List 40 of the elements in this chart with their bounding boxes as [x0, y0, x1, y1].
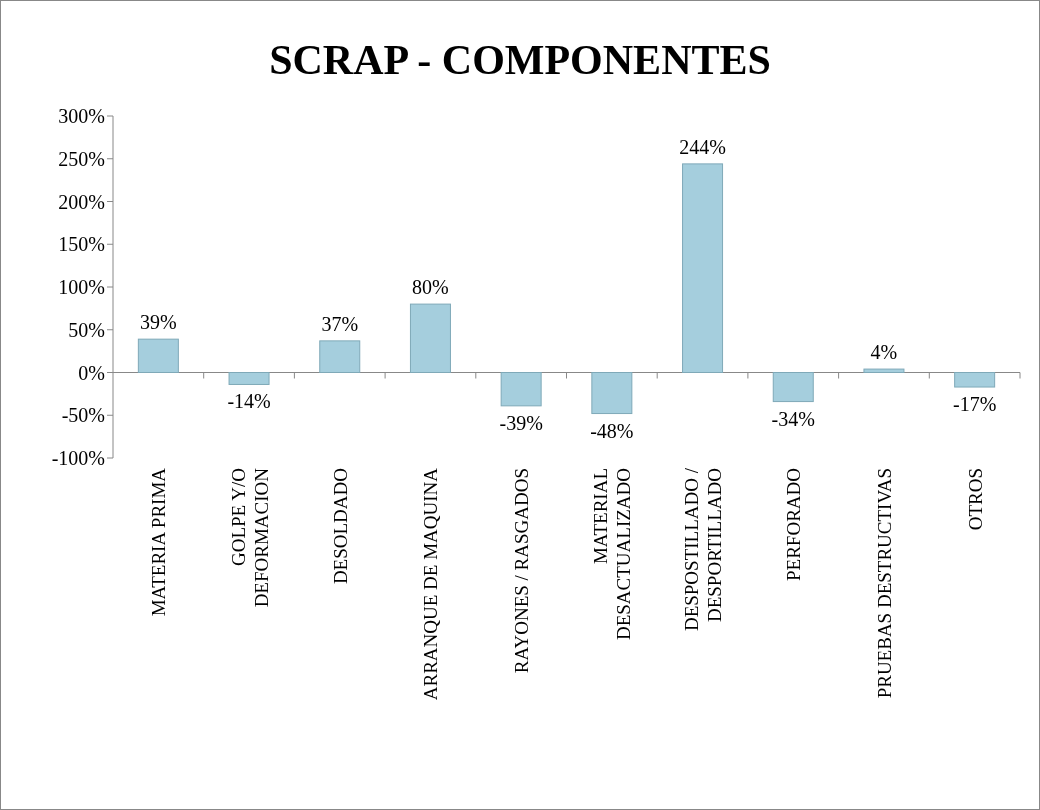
bar	[319, 340, 361, 373]
y-tick-label: 250%	[58, 147, 105, 170]
data-label: 80%	[412, 276, 449, 299]
y-tick-label: 150%	[58, 233, 105, 256]
data-label: 39%	[140, 311, 177, 334]
y-tick-label: 300%	[58, 105, 105, 127]
data-label: 37%	[321, 312, 359, 335]
y-tick-label: 0%	[78, 361, 105, 384]
bar	[863, 368, 905, 373]
data-label: -14%	[227, 390, 271, 413]
y-tick-label: -100%	[51, 447, 105, 469]
data-label: 4%	[870, 341, 898, 364]
data-label: -34%	[771, 407, 815, 430]
y-tick-label: 200%	[58, 190, 105, 213]
bar	[591, 372, 633, 415]
x-tick-label: RAYONES / RASGADOS	[511, 468, 533, 674]
y-tick-label: 100%	[58, 276, 105, 298]
bar	[772, 372, 814, 403]
data-label: -48%	[590, 419, 634, 442]
x-tick-label: DESPOSTILLADO / DESPORTILLADO	[681, 467, 726, 632]
bar	[228, 372, 270, 385]
x-tick-label: DESOLDADO	[329, 468, 351, 585]
bar	[500, 372, 542, 407]
x-tick-label: GOLPE Y/O DEFORMACION	[227, 467, 272, 608]
x-tick-label: MATERIA PRIMA	[148, 467, 170, 617]
x-tick-label: MATERIAL DESACTUALIZADO	[590, 468, 635, 641]
data-label: -17%	[952, 393, 997, 416]
data-label: -39%	[499, 411, 543, 434]
bar	[682, 163, 724, 373]
x-tick-label: PERFORADO	[783, 468, 805, 581]
x-tick-label: OTROS	[964, 468, 986, 531]
y-tick-label: 50%	[68, 318, 105, 341]
bar	[954, 372, 996, 388]
x-tick-label: ARRANQUE DE MAQUINA	[420, 467, 442, 701]
chart-title: SCRAP - COMPONENTES	[269, 37, 771, 83]
bar	[137, 338, 179, 373]
bar	[409, 303, 451, 373]
data-label: 244%	[679, 135, 726, 158]
x-tick-label: PRUEBAS DESTRUCTIVAS	[873, 468, 895, 699]
y-tick-label: -50%	[61, 404, 105, 427]
